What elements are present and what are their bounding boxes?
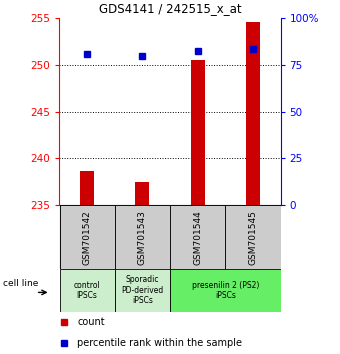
Text: GSM701542: GSM701542 [83,210,91,264]
Bar [246,22,260,205]
Bar [135,182,149,205]
FancyBboxPatch shape [170,269,280,312]
FancyBboxPatch shape [59,205,115,269]
FancyBboxPatch shape [59,269,115,312]
Text: count: count [77,317,105,327]
Text: presenilin 2 (PS2)
iPSCs: presenilin 2 (PS2) iPSCs [191,281,259,300]
Text: cell line: cell line [3,279,38,289]
Bar [191,60,205,205]
Text: GSM701544: GSM701544 [193,210,202,264]
Text: GSM701543: GSM701543 [138,210,147,265]
Text: GSM701545: GSM701545 [249,210,257,265]
FancyBboxPatch shape [225,205,280,269]
FancyBboxPatch shape [170,205,225,269]
Text: percentile rank within the sample: percentile rank within the sample [77,338,242,348]
FancyBboxPatch shape [115,269,170,312]
Text: Sporadic
PD-derived
iPSCs: Sporadic PD-derived iPSCs [121,275,164,305]
Text: control
IPSCs: control IPSCs [74,281,101,300]
Bar [80,171,94,205]
Title: GDS4141 / 242515_x_at: GDS4141 / 242515_x_at [99,2,241,15]
FancyBboxPatch shape [115,205,170,269]
